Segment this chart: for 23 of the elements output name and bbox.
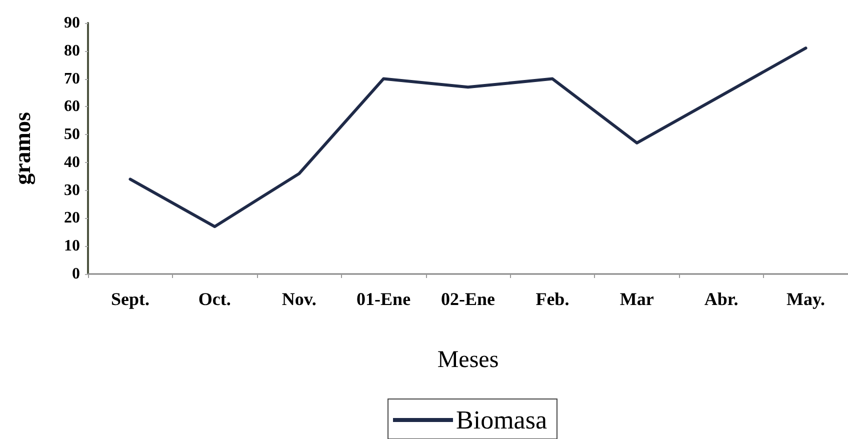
y-tick-label: 20: [64, 210, 80, 227]
x-tick-label: Oct.: [198, 289, 231, 309]
y-tick-label: 90: [64, 14, 80, 32]
x-tick-label: 02-Ene: [441, 289, 496, 309]
y-tick-label: 80: [64, 42, 80, 60]
y-tick-label: 70: [64, 70, 80, 88]
x-tick-label: Nov.: [282, 289, 316, 309]
legend-label: Biomasa: [456, 406, 548, 434]
y-tick-label: 0: [72, 266, 80, 282]
x-tick-label: May.: [786, 289, 826, 309]
y-tick-label: 60: [64, 98, 80, 116]
x-tick-label: Abr.: [704, 289, 738, 309]
y-tick-label: 10: [64, 238, 80, 255]
x-axis-title: Meses: [437, 347, 499, 373]
line-series: [128, 46, 808, 228]
y-axis-title: gramos: [10, 112, 36, 185]
x-tick-label: 01-Ene: [356, 289, 411, 309]
x-tick-label: Feb.: [536, 289, 570, 309]
x-tick-label: Mar: [620, 289, 654, 309]
y-tick-label: 40: [64, 154, 80, 171]
x-tick-label: Sept.: [110, 289, 150, 309]
y-tick-label: 50: [64, 126, 80, 144]
y-tick-label: 30: [64, 182, 80, 199]
